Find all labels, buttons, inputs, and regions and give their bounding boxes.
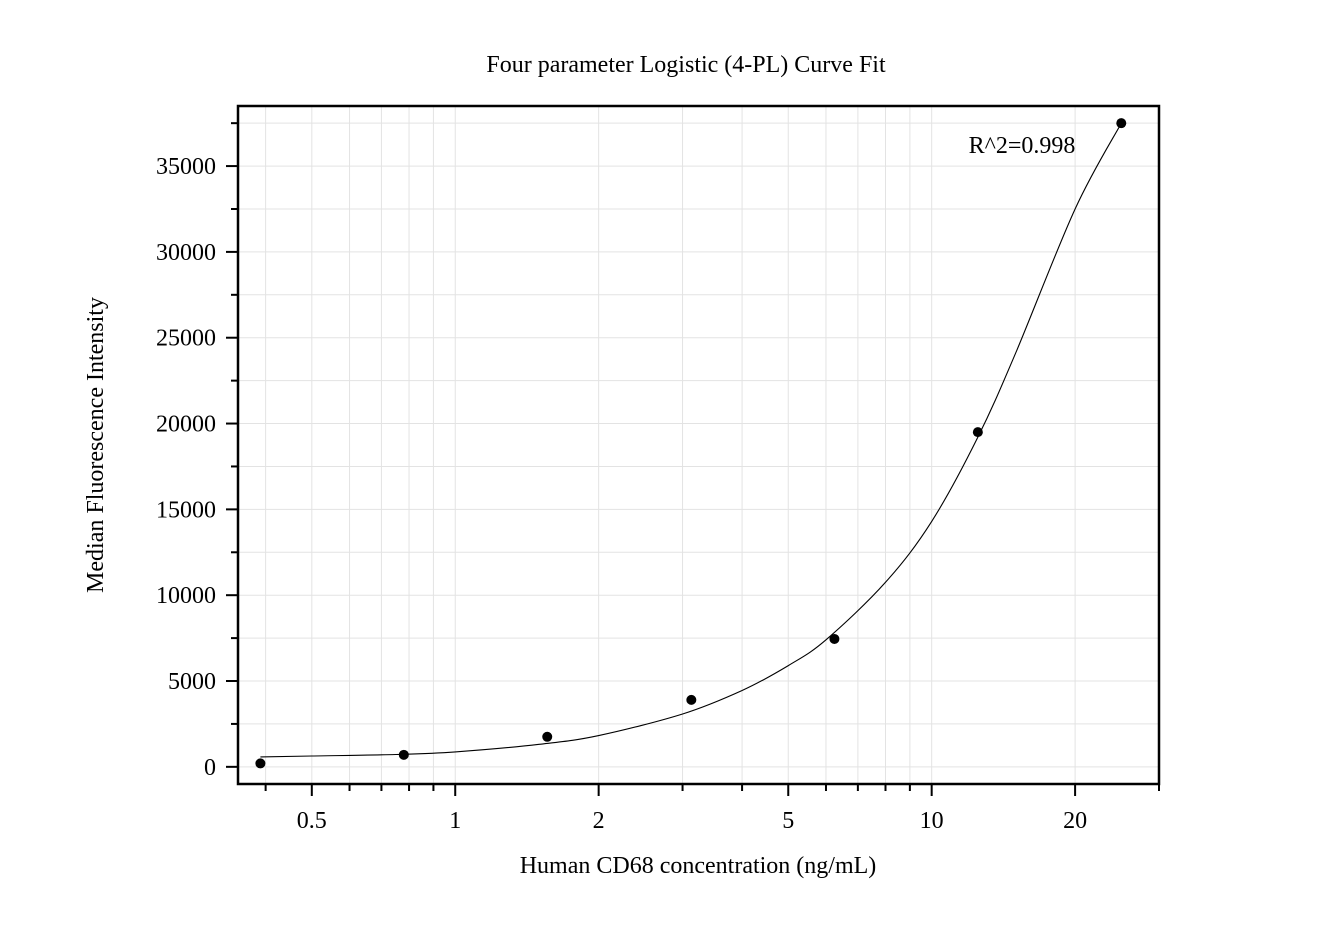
x-tick-label: 5 bbox=[782, 808, 794, 834]
data-point bbox=[972, 427, 983, 438]
y-axis-label: Median Fluorescence Intensity bbox=[83, 297, 109, 593]
data-points bbox=[255, 118, 1127, 769]
data-point bbox=[542, 731, 553, 742]
x-tick-label: 20 bbox=[1063, 808, 1087, 834]
x-tick-label: 2 bbox=[593, 808, 605, 834]
data-point bbox=[1116, 118, 1127, 129]
x-axis-label: Human CD68 concentration (ng/mL) bbox=[520, 853, 877, 879]
r-squared-annotation: R^2=0.998 bbox=[969, 133, 1076, 159]
fit-curve bbox=[260, 122, 1122, 758]
data-point bbox=[255, 758, 266, 769]
x-axis: 0.5 1 2 5 10 20 bbox=[264, 784, 1160, 834]
data-point bbox=[686, 694, 697, 705]
x-tick-label: 1 bbox=[449, 808, 461, 834]
x-tick-label: 10 bbox=[920, 808, 944, 834]
y-tick-label: 15000 bbox=[156, 497, 216, 523]
data-point bbox=[829, 633, 840, 644]
y-axis: 0 5000 10000 15000 20000 25000 30000 35000 bbox=[156, 122, 238, 781]
gridlines bbox=[238, 106, 1160, 784]
y-tick-label: 0 bbox=[204, 755, 216, 781]
y-tick-label: 30000 bbox=[156, 240, 216, 266]
plot-frame bbox=[236, 104, 1161, 786]
y-tick-label: 20000 bbox=[156, 412, 216, 438]
y-tick-label: 5000 bbox=[168, 669, 216, 695]
y-tick-label: 25000 bbox=[156, 326, 216, 352]
y-tick-label: 10000 bbox=[156, 583, 216, 609]
chart-title: Four parameter Logistic (4-PL) Curve Fit bbox=[486, 52, 886, 78]
y-tick-label: 35000 bbox=[156, 154, 216, 180]
data-point bbox=[398, 749, 409, 760]
x-tick-label: 0.5 bbox=[297, 808, 327, 834]
